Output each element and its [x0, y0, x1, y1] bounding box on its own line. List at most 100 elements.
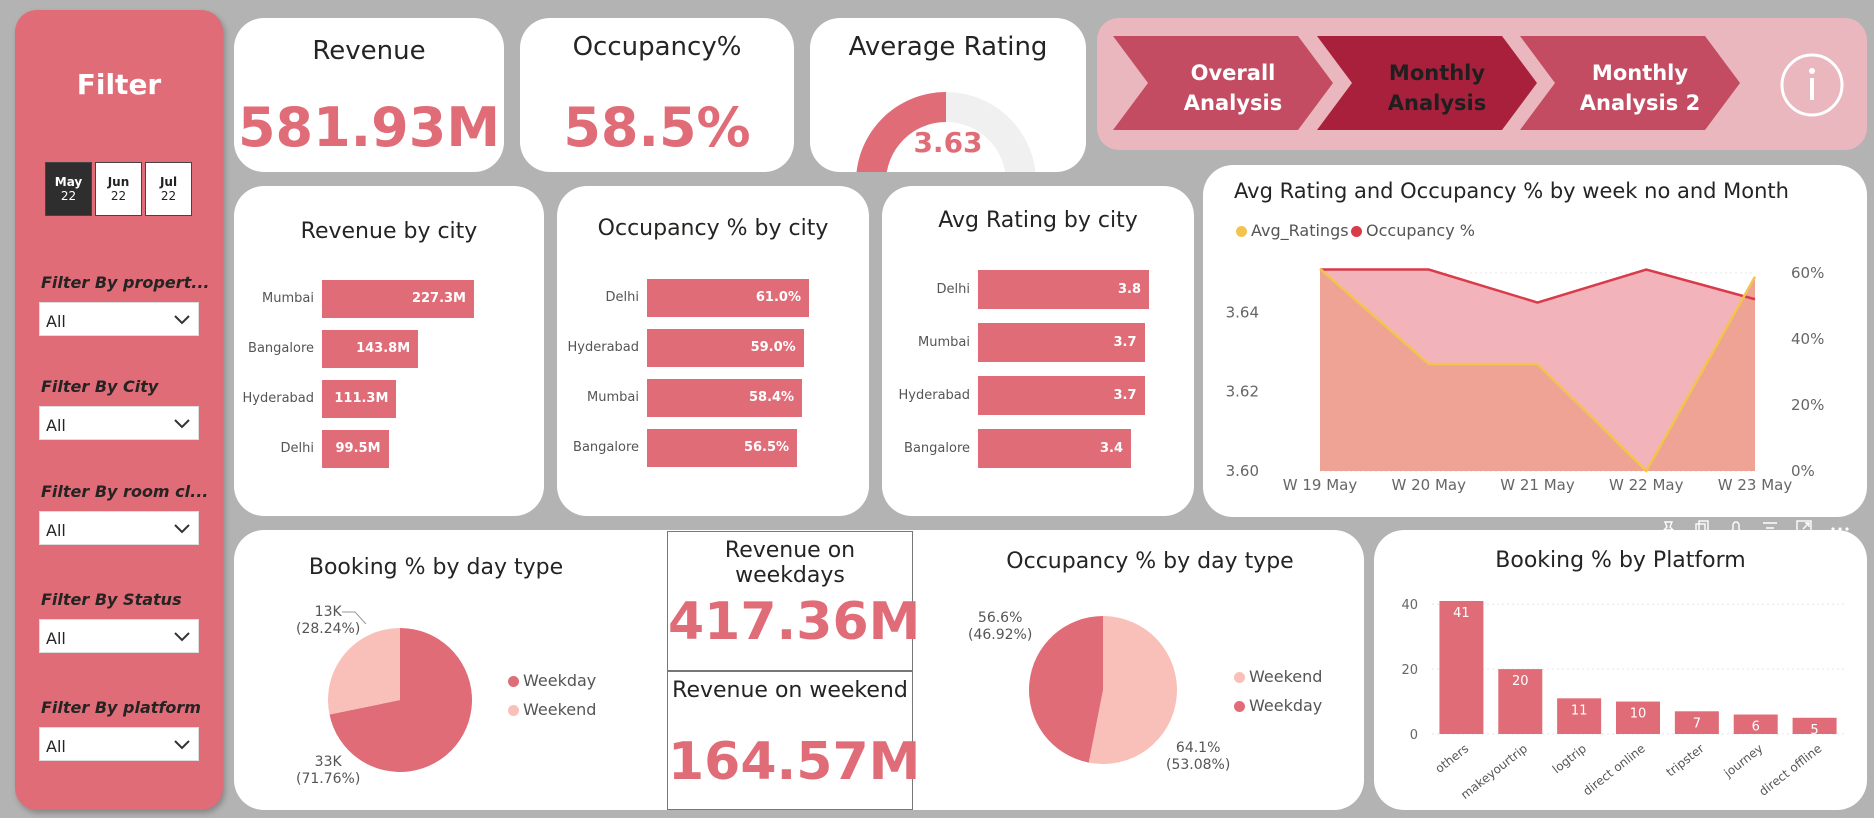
y-left-tick: 3.60 — [1226, 462, 1259, 480]
y-left-tick: 3.64 — [1226, 303, 1259, 321]
weekday-occupancy-value: 56.6% — [977, 610, 1023, 626]
x-axis-label: others — [1433, 741, 1472, 776]
weekday-occupancy-pct: (46.92%) — [968, 627, 1033, 643]
bar-category-label: Bangalore — [573, 440, 639, 455]
month-label: May — [54, 175, 83, 189]
x-axis-label: W 19 May — [1283, 476, 1358, 494]
revenue-weekdays-box: Revenue on weekdays 417.36M — [667, 531, 920, 671]
rating-gauge — [856, 92, 1036, 172]
revenue-weekend-title: Revenue on weekend — [672, 678, 908, 703]
month-tile-jul[interactable]: Jul 22 — [145, 162, 192, 216]
chevron-down-icon — [174, 419, 190, 429]
pie-slice-weekday[interactable] — [329, 628, 472, 772]
legend-label: Weekend — [1249, 667, 1323, 686]
legend-dot — [1351, 226, 1362, 237]
legend-label: Avg_Ratings — [1251, 221, 1349, 240]
platform-bar[interactable] — [1439, 600, 1484, 734]
revenue-weekend-box: Revenue on weekend 164.57M — [667, 671, 921, 810]
platform-bar[interactable] — [1792, 717, 1837, 734]
platform-bar[interactable] — [1674, 711, 1719, 734]
revenue-weekdays-title: Revenue on weekdays — [724, 538, 856, 588]
pie-slice-weekend[interactable] — [1088, 616, 1177, 764]
weekend-booking-pct: (28.24%) — [296, 621, 361, 637]
bar-value-label: 20 — [1512, 674, 1529, 689]
filter-property-dropdown[interactable]: All — [39, 302, 199, 336]
bar-category-label: Hyderabad — [242, 391, 315, 406]
month-tile-may[interactable]: May 22 — [45, 162, 92, 216]
filter-icon[interactable] — [1761, 519, 1779, 537]
bar[interactable] — [322, 430, 389, 468]
bar-value-label: 7 — [1693, 716, 1701, 731]
year-label: 22 — [110, 189, 127, 203]
bar[interactable] — [978, 429, 1131, 468]
bar[interactable] — [322, 280, 474, 318]
nav-button-label: Overall Analysis — [1183, 61, 1283, 115]
bell-icon[interactable] — [1727, 519, 1745, 537]
bar[interactable] — [322, 380, 397, 418]
legend-dot — [1234, 672, 1245, 683]
legend-weekday: Weekday — [508, 671, 596, 690]
booking-day-type-title: Booking % by day type — [308, 555, 564, 580]
info-icon[interactable] — [1779, 52, 1845, 118]
x-axis-label: logtrip — [1550, 741, 1589, 776]
bar[interactable] — [647, 279, 809, 317]
occupancy-kpi-title: Occupancy% — [572, 32, 742, 62]
platform-bar[interactable] — [1733, 714, 1778, 734]
nav-button-label: Monthly Analysis 2 — [1579, 61, 1701, 115]
bar-category-label: Delhi — [280, 441, 314, 456]
filter-status-dropdown[interactable]: All — [39, 619, 199, 653]
bar[interactable] — [322, 330, 419, 368]
legend-label: Weekday — [523, 671, 597, 690]
bar[interactable] — [647, 329, 804, 367]
occupancy-day-type-title: Occupancy % by day type — [1006, 549, 1294, 574]
weekday-occupancy-label: 56.6% (46.92%) — [968, 610, 1032, 644]
y-axis-tick: 40 — [1401, 598, 1418, 613]
nav-monthly-analysis-2-button[interactable]: Monthly Analysis 2 — [1520, 36, 1740, 130]
revenue-by-city-card: Revenue by city Mumbai 227.3M Bangalore 143… — [234, 186, 544, 516]
platform-bar[interactable] — [1498, 669, 1543, 734]
filter-city-dropdown[interactable]: All — [39, 406, 199, 440]
leader-lines — [342, 611, 367, 625]
x-axis-label: W 21 May — [1500, 476, 1575, 494]
legend-dot — [508, 676, 519, 687]
weekday-booking-label: 33K (71.76%) — [296, 754, 360, 788]
bar[interactable] — [978, 376, 1145, 415]
bar[interactable] — [647, 429, 798, 467]
weekday-booking-count: 33K — [314, 754, 342, 770]
x-axis-label: direct offline — [1756, 741, 1824, 798]
copy-icon[interactable] — [1693, 519, 1711, 537]
filter-room-class-label: Filter By room cl... — [41, 482, 209, 501]
bar-value-label: 10 — [1630, 707, 1647, 722]
bar[interactable] — [978, 270, 1149, 309]
more-icon[interactable] — [1829, 519, 1851, 537]
visual-header-toolbar — [1655, 518, 1860, 538]
bar-value-label: 3.7 — [1113, 334, 1137, 350]
nav-overall-analysis-button[interactable]: Overall Analysis — [1113, 36, 1333, 130]
bar-value-label: 6 — [1752, 720, 1760, 735]
pie-slice-weekend[interactable] — [328, 628, 400, 715]
rating-kpi-card: Average Rating 3.63 — [810, 18, 1086, 172]
filter-title: Filter — [76, 68, 162, 101]
nav-monthly-analysis-button[interactable]: Monthly Analysis — [1317, 36, 1537, 130]
revenue-weekend-value: 164.57M — [668, 732, 921, 792]
month-tile-jun[interactable]: Jun 22 — [95, 162, 142, 216]
focus-icon[interactable] — [1795, 519, 1813, 537]
bar-value-label: 3.8 — [1117, 281, 1141, 297]
platform-bar[interactable] — [1557, 698, 1602, 734]
x-axis-label: direct online — [1580, 741, 1648, 798]
bar-value-label: 3.4 — [1099, 440, 1123, 456]
legend-label: Weekend — [523, 700, 597, 719]
bar-category-label: Delhi — [605, 290, 639, 305]
x-axis-label: W 23 May — [1718, 476, 1793, 494]
pin-icon[interactable] — [1659, 519, 1677, 537]
bar[interactable] — [978, 323, 1145, 362]
bar-category-label: Bangalore — [904, 440, 970, 456]
bar-value-label: 143.8M — [356, 341, 411, 356]
revenue-kpi-value: 581.93M — [237, 96, 501, 159]
platform-bar[interactable] — [1616, 701, 1660, 734]
filter-platform-dropdown[interactable]: All — [39, 727, 199, 761]
pie-slice-weekday[interactable] — [1029, 616, 1103, 763]
bar[interactable] — [647, 379, 803, 417]
filter-room-class-dropdown[interactable]: All — [39, 511, 199, 545]
bar-category-label: Hyderabad — [898, 387, 971, 403]
